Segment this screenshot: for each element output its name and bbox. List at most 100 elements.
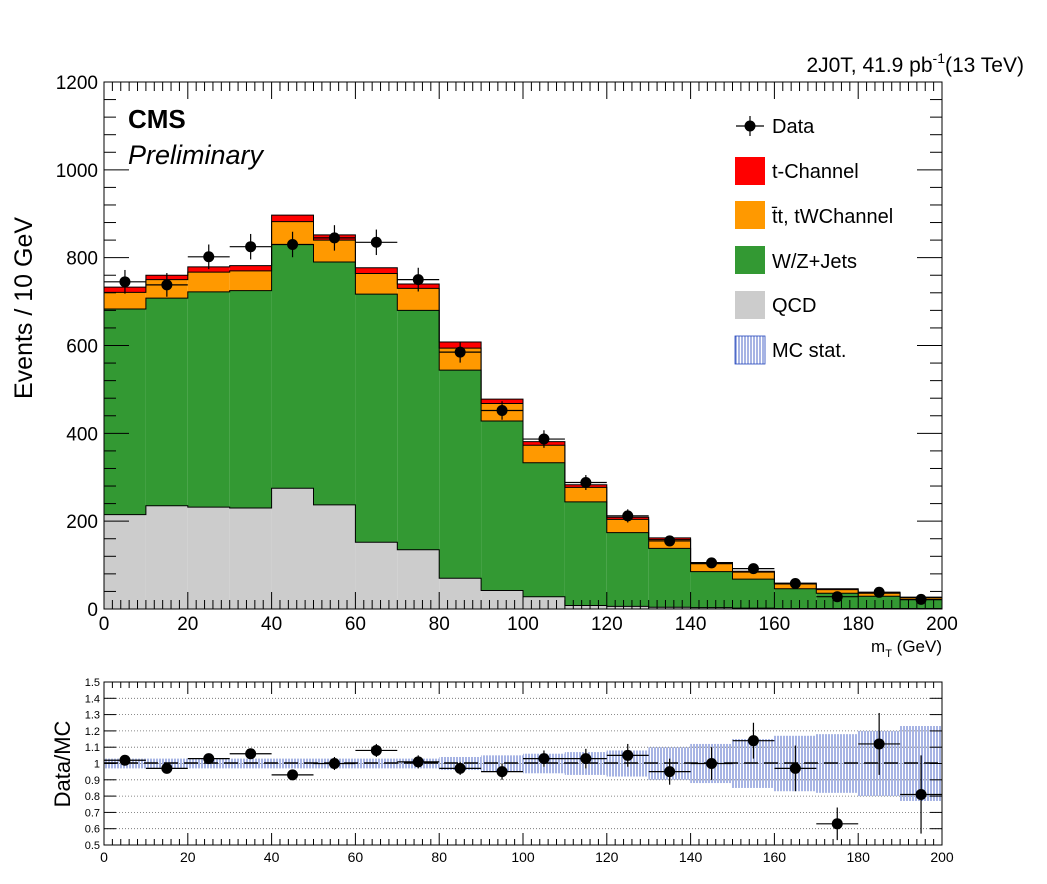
stack-bar-0-bin-7 xyxy=(397,549,440,609)
data-point-19 xyxy=(915,593,927,605)
ratio-point-7 xyxy=(412,756,424,768)
stack-bar-1-bin-2 xyxy=(187,291,230,508)
stack-bar-3-bin-6 xyxy=(355,267,398,274)
stack-bar-1-bin-12 xyxy=(606,532,649,607)
data-point-18 xyxy=(873,586,885,598)
main-x-axis-title: mT (GeV) xyxy=(871,637,942,660)
stack-bar-3-bin-4 xyxy=(271,215,314,222)
ratio-x-tick-label-0: 0 xyxy=(100,849,108,865)
legend-entry-ttbar: t̄t, tWChannel xyxy=(735,201,893,229)
data-point-12 xyxy=(622,510,634,522)
legend: Data t-Channel t̄t, tWChannel W/Z+Jets Q… xyxy=(734,116,893,365)
stack-bar-3-bin-3 xyxy=(229,265,272,271)
stack-bar-1-bin-11 xyxy=(564,501,607,606)
stack-bar-3-bin-2 xyxy=(187,266,230,273)
stack-bar-2-bin-15 xyxy=(732,572,775,580)
y-tick-label-3: 600 xyxy=(66,337,98,358)
stack-bar-1-bin-5 xyxy=(313,262,356,505)
ratio-x-tick-label-7: 140 xyxy=(679,849,703,865)
data-point-8 xyxy=(454,346,466,358)
stack-bar-0-bin-6 xyxy=(355,542,398,609)
ratio-data-layer xyxy=(104,712,942,841)
ratio-y-tick-label-4: 0.9 xyxy=(85,775,100,787)
stack-bar-2-bin-0 xyxy=(104,292,146,310)
ratio-point-4 xyxy=(287,769,299,781)
data-point-10 xyxy=(538,433,550,445)
legend-entry-wzjets: W/Z+Jets xyxy=(735,246,857,274)
ratio-point-16 xyxy=(789,762,801,774)
ratio-y-tick-label-2: 0.7 xyxy=(85,807,100,819)
ratio-y-axis-title: Data/MC xyxy=(50,720,75,807)
x-tick-label-5: 100 xyxy=(507,614,539,635)
data-point-14 xyxy=(706,557,718,569)
legend-label-tchannel: t-Channel xyxy=(772,161,859,183)
x-tick-label-1: 20 xyxy=(177,614,198,635)
legend-label-data: Data xyxy=(772,116,815,138)
ratio-point-5 xyxy=(328,758,340,769)
data-point-2 xyxy=(203,251,215,263)
legend-label-ttbar: t̄t, tWChannel xyxy=(772,206,894,228)
ratio-x-tick-label-10: 200 xyxy=(930,849,954,865)
cms-label: CMS xyxy=(128,104,186,134)
stack-bar-2-bin-11 xyxy=(564,487,607,502)
y-tick-label-2: 400 xyxy=(66,424,98,445)
stack-bar-0-bin-11 xyxy=(564,605,607,609)
y-tick-label-1: 200 xyxy=(66,512,98,533)
ratio-point-14 xyxy=(706,758,718,769)
stack-bar-0-bin-14 xyxy=(690,607,733,609)
stack-bar-0-bin-2 xyxy=(187,507,230,609)
y-tick-label-0: 0 xyxy=(87,600,98,621)
x-tick-label-10: 200 xyxy=(926,614,958,635)
ratio-point-0 xyxy=(119,754,131,766)
stack-bar-1-bin-8 xyxy=(439,370,482,579)
data-point-13 xyxy=(664,535,676,547)
y-tick-label-5: 1000 xyxy=(56,161,98,182)
x-tick-label-6: 120 xyxy=(591,614,623,635)
stack-bar-1-bin-6 xyxy=(355,294,398,543)
ratio-x-tick-label-8: 160 xyxy=(763,849,787,865)
ratio-axes-layer: 0 20 40 60 80 100 120 140 160 180 200 0.5 0.6 0.7 0.8 0… xyxy=(85,677,954,865)
x-tick-label-2: 40 xyxy=(261,614,282,635)
stack-bar-2-bin-10 xyxy=(523,445,565,463)
ratio-point-12 xyxy=(622,749,634,761)
ratio-y-tick-label-5: 1 xyxy=(94,759,100,771)
stack-bar-2-bin-5 xyxy=(313,240,356,263)
x-tick-label-3: 60 xyxy=(345,614,366,635)
x-tick-label-9: 180 xyxy=(842,614,874,635)
ratio-point-2 xyxy=(203,753,215,765)
ratio-y-tick-label-8: 1.3 xyxy=(85,710,100,722)
stack-bar-1-bin-9 xyxy=(481,421,523,591)
stack-bar-0-bin-3 xyxy=(229,507,272,609)
ratio-x-tick-label-2: 40 xyxy=(264,849,280,865)
data-point-11 xyxy=(580,477,592,489)
stack-bar-1-bin-10 xyxy=(523,462,565,597)
stack-bar-1-bin-4 xyxy=(271,244,314,489)
legend-label-qcd: QCD xyxy=(772,295,816,317)
stack-bar-0-bin-13 xyxy=(648,607,691,609)
main-y-axis-title: Events / 10 GeV xyxy=(10,217,38,399)
main-data-layer xyxy=(104,225,942,605)
stack-bar-1-bin-14 xyxy=(690,571,733,608)
ratio-x-tick-label-1: 20 xyxy=(180,849,196,865)
data-point-1 xyxy=(161,279,173,291)
cms-sublabel: Preliminary xyxy=(128,140,265,170)
x-tick-label-8: 160 xyxy=(759,614,791,635)
ratio-point-3 xyxy=(245,748,257,760)
stack-bar-2-bin-12 xyxy=(606,519,649,533)
ratio-point-10 xyxy=(538,753,550,765)
legend-entry-tchannel: t-Channel xyxy=(735,157,859,185)
ratio-x-tick-label-4: 80 xyxy=(431,849,447,865)
data-point-5 xyxy=(328,232,340,244)
data-point-0 xyxy=(119,276,131,288)
data-point-7 xyxy=(412,274,424,286)
stack-bar-1-bin-1 xyxy=(145,298,188,506)
ratio-y-tick-label-1: 0.6 xyxy=(85,824,100,836)
ratio-point-8 xyxy=(454,762,466,774)
stack-bar-1-bin-13 xyxy=(648,548,691,608)
ratio-y-tick-label-0: 0.5 xyxy=(85,840,100,852)
ratio-y-tick-label-9: 1.4 xyxy=(85,693,100,705)
stack-bar-0-bin-10 xyxy=(523,596,565,609)
data-point-6 xyxy=(370,236,382,248)
data-point-3 xyxy=(245,241,257,253)
